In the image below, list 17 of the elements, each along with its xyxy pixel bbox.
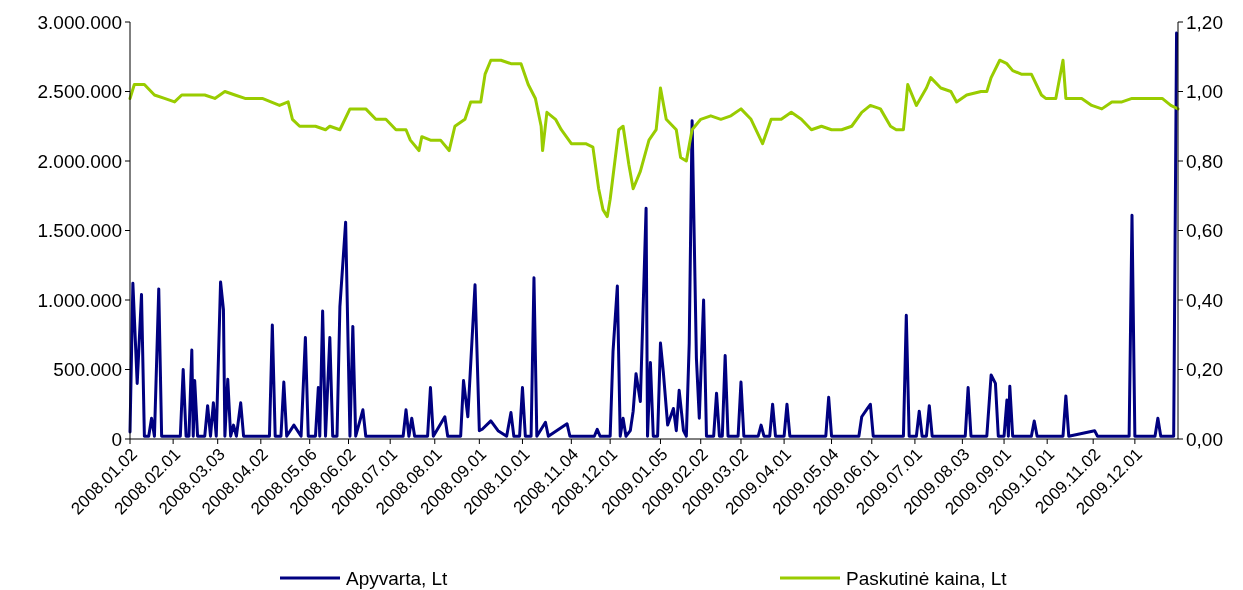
legend-label: Apyvarta, Lt [346,567,449,589]
y2-tick-label: 0,60 [1186,220,1223,242]
y2-tick-label: 0,00 [1186,428,1223,450]
y-tick-label: 1.500.000 [37,220,122,242]
y2-tick-label: 0,20 [1186,359,1223,381]
y-tick-label: 3.000.000 [37,11,122,33]
y-tick-label: 0 [111,428,122,450]
y-tick-label: 2.000.000 [37,150,122,172]
y-tick-label: 1.000.000 [37,289,122,311]
line-series [128,58,1180,219]
y2-tick-label: 1,20 [1186,11,1223,33]
y-tick-label: 2.500.000 [37,81,122,103]
legend-label: Paskutinė kaina, Lt [846,567,1008,589]
y2-tick-label: 1,00 [1186,81,1223,103]
y2-tick-label: 0,40 [1186,289,1223,311]
y-tick-label: 500.000 [53,359,122,381]
y2-tick-label: 0,80 [1186,150,1223,172]
